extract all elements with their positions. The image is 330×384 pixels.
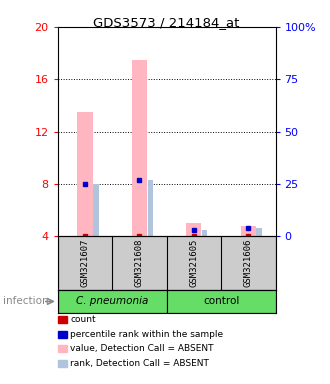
Bar (93, 184, 99, 236)
Text: infection: infection (3, 296, 49, 306)
Text: count: count (70, 315, 96, 324)
Bar (241, 226, 256, 236)
Bar (202, 230, 208, 236)
Text: percentile rank within the sample: percentile rank within the sample (70, 329, 223, 339)
Bar (186, 223, 202, 236)
Text: GDS3573 / 214184_at: GDS3573 / 214184_at (93, 16, 240, 29)
Text: control: control (203, 296, 239, 306)
Bar (58, 290, 167, 313)
Bar (132, 60, 147, 236)
Text: GSM321606: GSM321606 (244, 239, 253, 287)
Bar (77, 112, 93, 236)
Bar (148, 180, 153, 236)
Text: rank, Detection Call = ABSENT: rank, Detection Call = ABSENT (70, 359, 209, 368)
Text: GSM321605: GSM321605 (189, 239, 198, 287)
Bar (167, 290, 276, 313)
Bar (256, 228, 262, 236)
Text: C. pneumonia: C. pneumonia (76, 296, 148, 306)
Text: GSM321608: GSM321608 (135, 239, 144, 287)
Text: GSM321607: GSM321607 (81, 239, 89, 287)
Text: value, Detection Call = ABSENT: value, Detection Call = ABSENT (70, 344, 214, 353)
